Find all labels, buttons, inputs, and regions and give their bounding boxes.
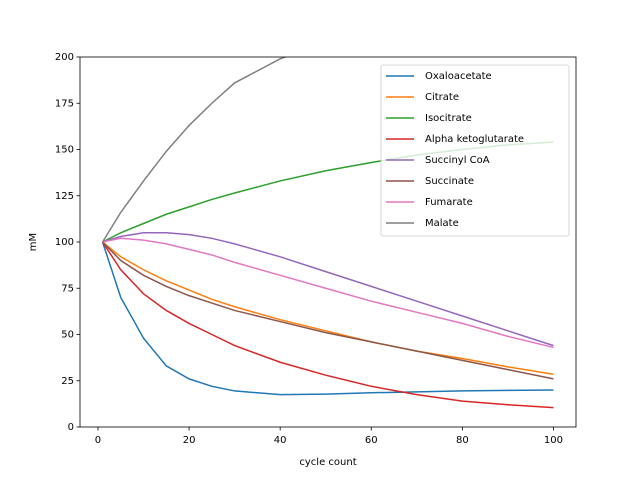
legend-label: Fumarate (425, 197, 473, 208)
x-tick-label: 80 (456, 435, 469, 446)
x-tick-label: 20 (183, 435, 196, 446)
y-tick-label: 150 (55, 145, 74, 156)
y-tick-label: 50 (61, 330, 74, 341)
plot-lines (101, 57, 554, 409)
y-tick-label: 100 (55, 237, 74, 248)
data-line (101, 57, 288, 243)
x-tick-label: 100 (544, 435, 563, 446)
legend-label: Malate (425, 218, 459, 229)
x-tick-label: 0 (95, 435, 101, 446)
y-tick-label: 125 (55, 191, 74, 202)
y-tick-label: 0 (68, 422, 74, 433)
legend-label: Citrate (425, 92, 459, 103)
data-line (101, 241, 554, 396)
legend-label: Alpha ketoglutarate (425, 134, 524, 145)
legend: Oxaloacetate Citrate Isocitrate Alpha ketog… (380, 64, 570, 237)
y-axis-label: mM (28, 233, 39, 251)
legend-label: Succinyl CoA (425, 155, 490, 166)
y-tick-label: 75 (61, 283, 74, 294)
y-tick-label: 200 (55, 52, 74, 63)
x-tick-label: 40 (274, 435, 287, 446)
x-tick-label: 60 (365, 435, 378, 446)
data-line (102, 241, 554, 376)
data-line (101, 241, 554, 409)
data-line (102, 241, 554, 380)
legend-label: Isocitrate (425, 113, 472, 124)
data-line (102, 232, 554, 347)
y-tick-label: 25 (61, 376, 74, 387)
data-line (102, 237, 554, 349)
x-axis-label: cycle count (299, 457, 356, 468)
plot-frame (79, 56, 577, 428)
legend-label: Oxaloacetate (425, 71, 492, 82)
y-tick-label: 175 (55, 98, 74, 109)
legend-label: Succinate (425, 176, 474, 187)
legend-box (380, 64, 570, 237)
